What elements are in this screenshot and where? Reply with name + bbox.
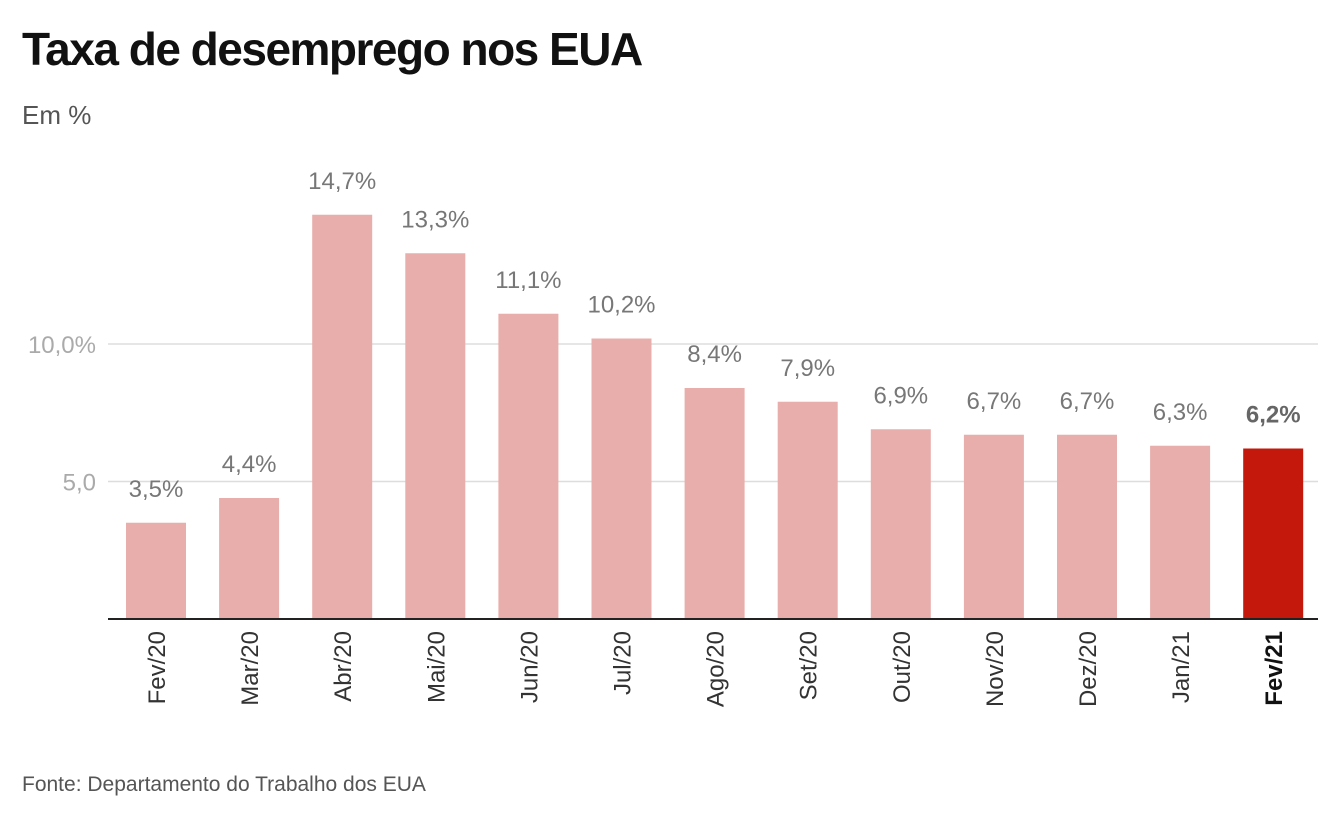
bar (1243, 448, 1304, 619)
data-label: 7,9% (780, 355, 835, 382)
y-tick-label: 10,0% (28, 332, 96, 359)
data-label: 6,3% (1153, 399, 1208, 426)
data-label: 13,3% (401, 206, 469, 233)
x-tick-label: Mar/20 (237, 631, 264, 706)
x-tick-label: Nov/20 (982, 631, 1009, 707)
data-label: 11,1% (495, 267, 561, 294)
data-label: 6,7% (967, 388, 1022, 415)
bar (684, 388, 745, 619)
bar-chart: 5,0 10,0% 3,5% Fev/20 4,4% Mar/20 14,7% Abr/20 1… (28, 168, 1318, 707)
chart-title: Taxa de desemprego nos EUA (22, 23, 643, 75)
bar (1150, 445, 1211, 619)
x-tick-label: Jul/20 (610, 631, 637, 695)
bar (126, 522, 186, 619)
x-tick-label: Jun/20 (516, 631, 543, 703)
bar (312, 214, 373, 619)
data-label: 14,7% (308, 168, 376, 195)
y-tick-label: 5,0 (63, 470, 96, 497)
x-tick-label: Fev/20 (144, 631, 171, 704)
data-label: 8,4% (687, 341, 742, 368)
x-tick-label: Dez/20 (1075, 631, 1102, 707)
bar (591, 338, 652, 619)
x-tick-label: Mai/20 (423, 631, 450, 703)
bar (777, 401, 838, 619)
data-label: 6,2% (1246, 402, 1301, 429)
x-tick-label: Ago/20 (703, 631, 730, 707)
source-note: Fonte: Departamento do Trabalho dos EUA (22, 773, 426, 796)
x-tick-label: Set/20 (796, 631, 823, 700)
bar (963, 434, 1024, 619)
data-label: 6,7% (1060, 388, 1115, 415)
bar (498, 313, 559, 619)
bar (870, 429, 931, 619)
bar (1057, 434, 1117, 619)
chart-subtitle: Em % (22, 100, 92, 130)
data-label: 3,5% (129, 476, 184, 503)
data-label: 4,4% (222, 451, 277, 478)
data-label: 6,9% (873, 382, 928, 409)
x-tick-label: Fev/21 (1261, 631, 1288, 706)
x-tick-label: Abr/20 (330, 631, 357, 702)
x-tick-label: Out/20 (889, 631, 916, 703)
bar (405, 253, 466, 619)
x-tick-label: Jan/21 (1168, 631, 1195, 703)
data-label: 10,2% (587, 292, 655, 319)
bar (219, 498, 280, 619)
